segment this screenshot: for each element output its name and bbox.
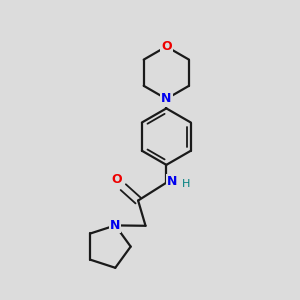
Text: O: O (111, 173, 122, 186)
Text: N: N (167, 175, 177, 188)
Text: H: H (182, 179, 190, 189)
Text: N: N (110, 219, 121, 232)
Text: O: O (161, 40, 172, 53)
Text: N: N (161, 92, 172, 105)
